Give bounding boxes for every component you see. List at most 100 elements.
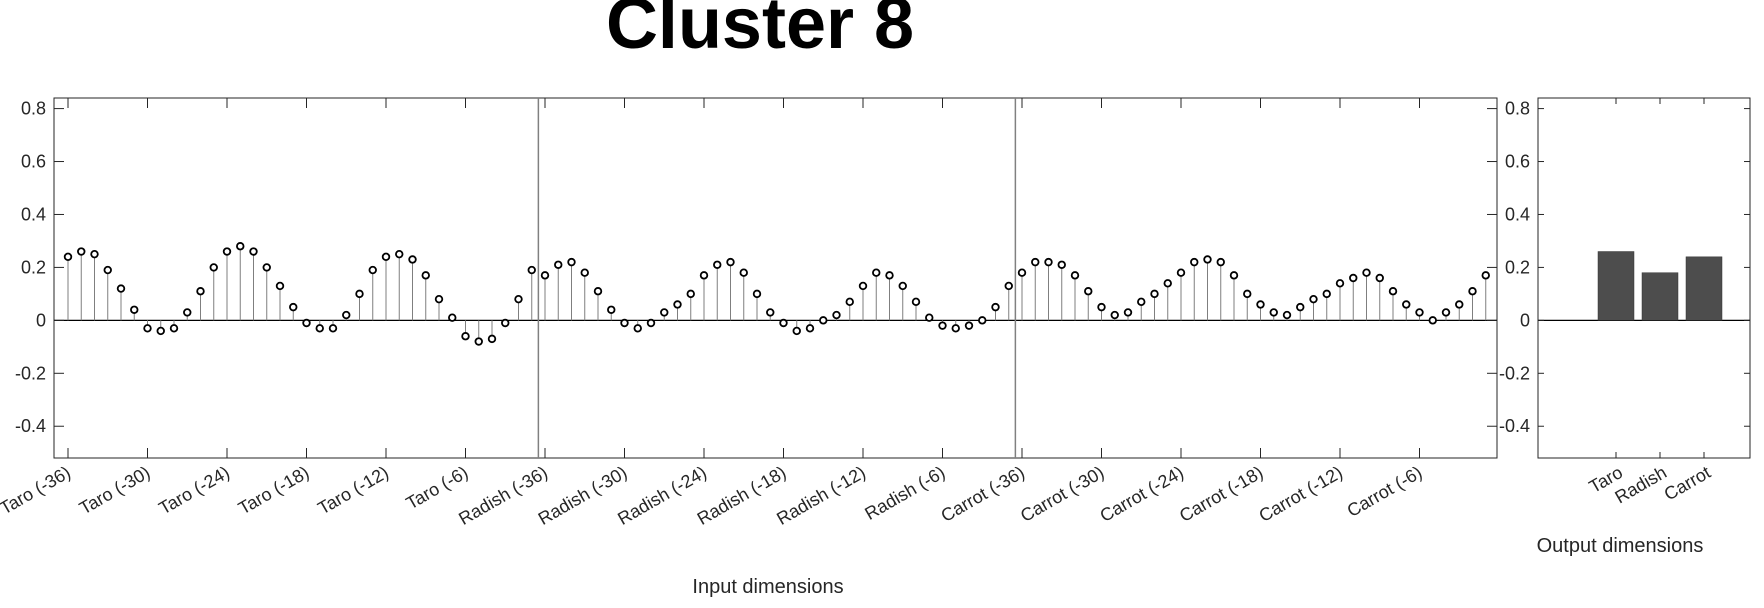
stem-marker <box>580 268 589 277</box>
stem-x-tick-label: Radish (-24) <box>614 462 710 529</box>
stem-plot-frame <box>53 97 1498 459</box>
stem-marker <box>951 324 960 333</box>
stem-marker <box>607 305 616 314</box>
stem-marker <box>90 249 99 259</box>
stem-marker <box>1216 257 1225 267</box>
stem-marker <box>978 316 987 325</box>
stem-marker <box>567 257 576 267</box>
stem-x-tick-label: Carrot (-6) <box>1344 462 1426 521</box>
stem-marker <box>1402 300 1411 309</box>
stem-x-tick-label: Taro (-12) <box>314 462 392 518</box>
stem-marker <box>289 302 298 312</box>
stem-x-tick-label: Taro (-36) <box>0 462 74 518</box>
stem-marker <box>1362 268 1371 277</box>
stem-marker <box>315 324 324 333</box>
stem-marker <box>408 255 417 264</box>
stem-marker <box>726 257 735 267</box>
stem-x-tick-label: Carrot (-24) <box>1096 462 1187 526</box>
stem-marker <box>620 318 629 328</box>
bar-plot-frame <box>1537 97 1751 459</box>
stem-x-tick-label: Taro (-24) <box>155 462 233 518</box>
bar-y-tick-label: -0.2 <box>1499 363 1530 383</box>
stem-marker <box>885 271 894 280</box>
stem-marker <box>925 313 934 322</box>
stem-marker <box>593 287 603 296</box>
stem-marker <box>660 308 669 317</box>
stem-marker <box>540 271 550 280</box>
bar-y-tick-label: 0.2 <box>1505 257 1530 277</box>
stem-marker <box>1163 279 1172 288</box>
stem-marker <box>328 324 338 333</box>
stem-marker <box>938 321 947 330</box>
stem-marker <box>1441 308 1451 317</box>
stem-marker <box>1455 300 1464 309</box>
stem-marker <box>130 305 139 314</box>
stem-marker <box>766 308 775 317</box>
stem-x-tick-label: Radish (-18) <box>694 462 790 529</box>
stem-marker <box>1388 287 1398 296</box>
stem-marker <box>1203 255 1212 264</box>
stem-marker <box>1415 308 1424 317</box>
stem-marker <box>792 326 801 336</box>
bar-x-tick-label: Radish <box>1611 462 1670 507</box>
stem-marker <box>143 324 152 333</box>
bar-taro <box>1597 251 1635 321</box>
stem-y-tick-label: 0.8 <box>21 99 46 119</box>
stem-marker <box>554 260 563 269</box>
stem-marker <box>1468 287 1477 296</box>
stem-marker <box>1296 302 1305 312</box>
stem-x-tick-label: Radish (-36) <box>455 462 551 529</box>
stem-marker <box>355 289 364 299</box>
stem-marker <box>1110 310 1119 320</box>
stem-marker <box>302 318 311 328</box>
stem-marker <box>1190 257 1199 267</box>
stem-y-tick-label: -0.2 <box>15 363 46 383</box>
stem-marker <box>699 271 709 280</box>
stem-marker <box>686 289 695 299</box>
stem-y-tick-label: 0.2 <box>21 257 46 277</box>
bar-carrot <box>1685 256 1723 321</box>
stem-x-tick-label: Carrot (-30) <box>1017 462 1108 526</box>
stem-marker <box>342 310 351 320</box>
stem-marker <box>964 321 974 330</box>
stem-marker <box>713 260 722 269</box>
stem-marker <box>1017 268 1027 277</box>
stem-marker <box>739 268 748 277</box>
stem-marker <box>646 318 656 328</box>
stem-marker <box>116 284 126 293</box>
stem-marker <box>381 252 391 262</box>
bar-x-tick-label: Carrot <box>1661 462 1714 504</box>
stem-marker <box>1031 257 1040 267</box>
stem-x-axis-title: Input dimensions <box>692 576 843 598</box>
stem-marker <box>832 310 841 320</box>
stem-marker <box>805 324 815 333</box>
stem-marker <box>209 263 218 272</box>
stem-marker <box>183 308 192 317</box>
stem-y-tick-label: -0.4 <box>15 416 46 436</box>
stem-marker <box>819 316 828 325</box>
stem-x-tick-label: Radish (-30) <box>535 462 631 529</box>
stem-marker <box>448 313 457 322</box>
stem-marker <box>395 249 404 259</box>
bar-y-tick-label: -0.4 <box>1499 416 1530 436</box>
bar-y-tick-label: 0.6 <box>1505 152 1530 172</box>
stem-marker <box>1004 281 1013 291</box>
stem-marker <box>461 332 470 341</box>
stem-marker <box>501 318 510 328</box>
stem-marker <box>275 281 285 291</box>
stem-x-tick-label: Carrot (-36) <box>937 462 1028 526</box>
stem-marker <box>77 247 86 256</box>
stem-marker <box>169 324 179 333</box>
stem-marker <box>368 265 377 275</box>
stem-x-tick-label: Taro (-30) <box>76 462 154 518</box>
stem-marker <box>1070 271 1080 280</box>
stem-x-tick-label: Radish (-6) <box>861 462 948 524</box>
stem-marker <box>1349 273 1358 283</box>
stem-marker <box>1269 308 1278 317</box>
stem-marker <box>1428 316 1437 325</box>
stem-marker <box>779 318 788 328</box>
stem-marker <box>222 247 232 256</box>
stem-marker <box>1481 271 1490 280</box>
stem-x-tick-label: Radish (-12) <box>773 462 869 529</box>
